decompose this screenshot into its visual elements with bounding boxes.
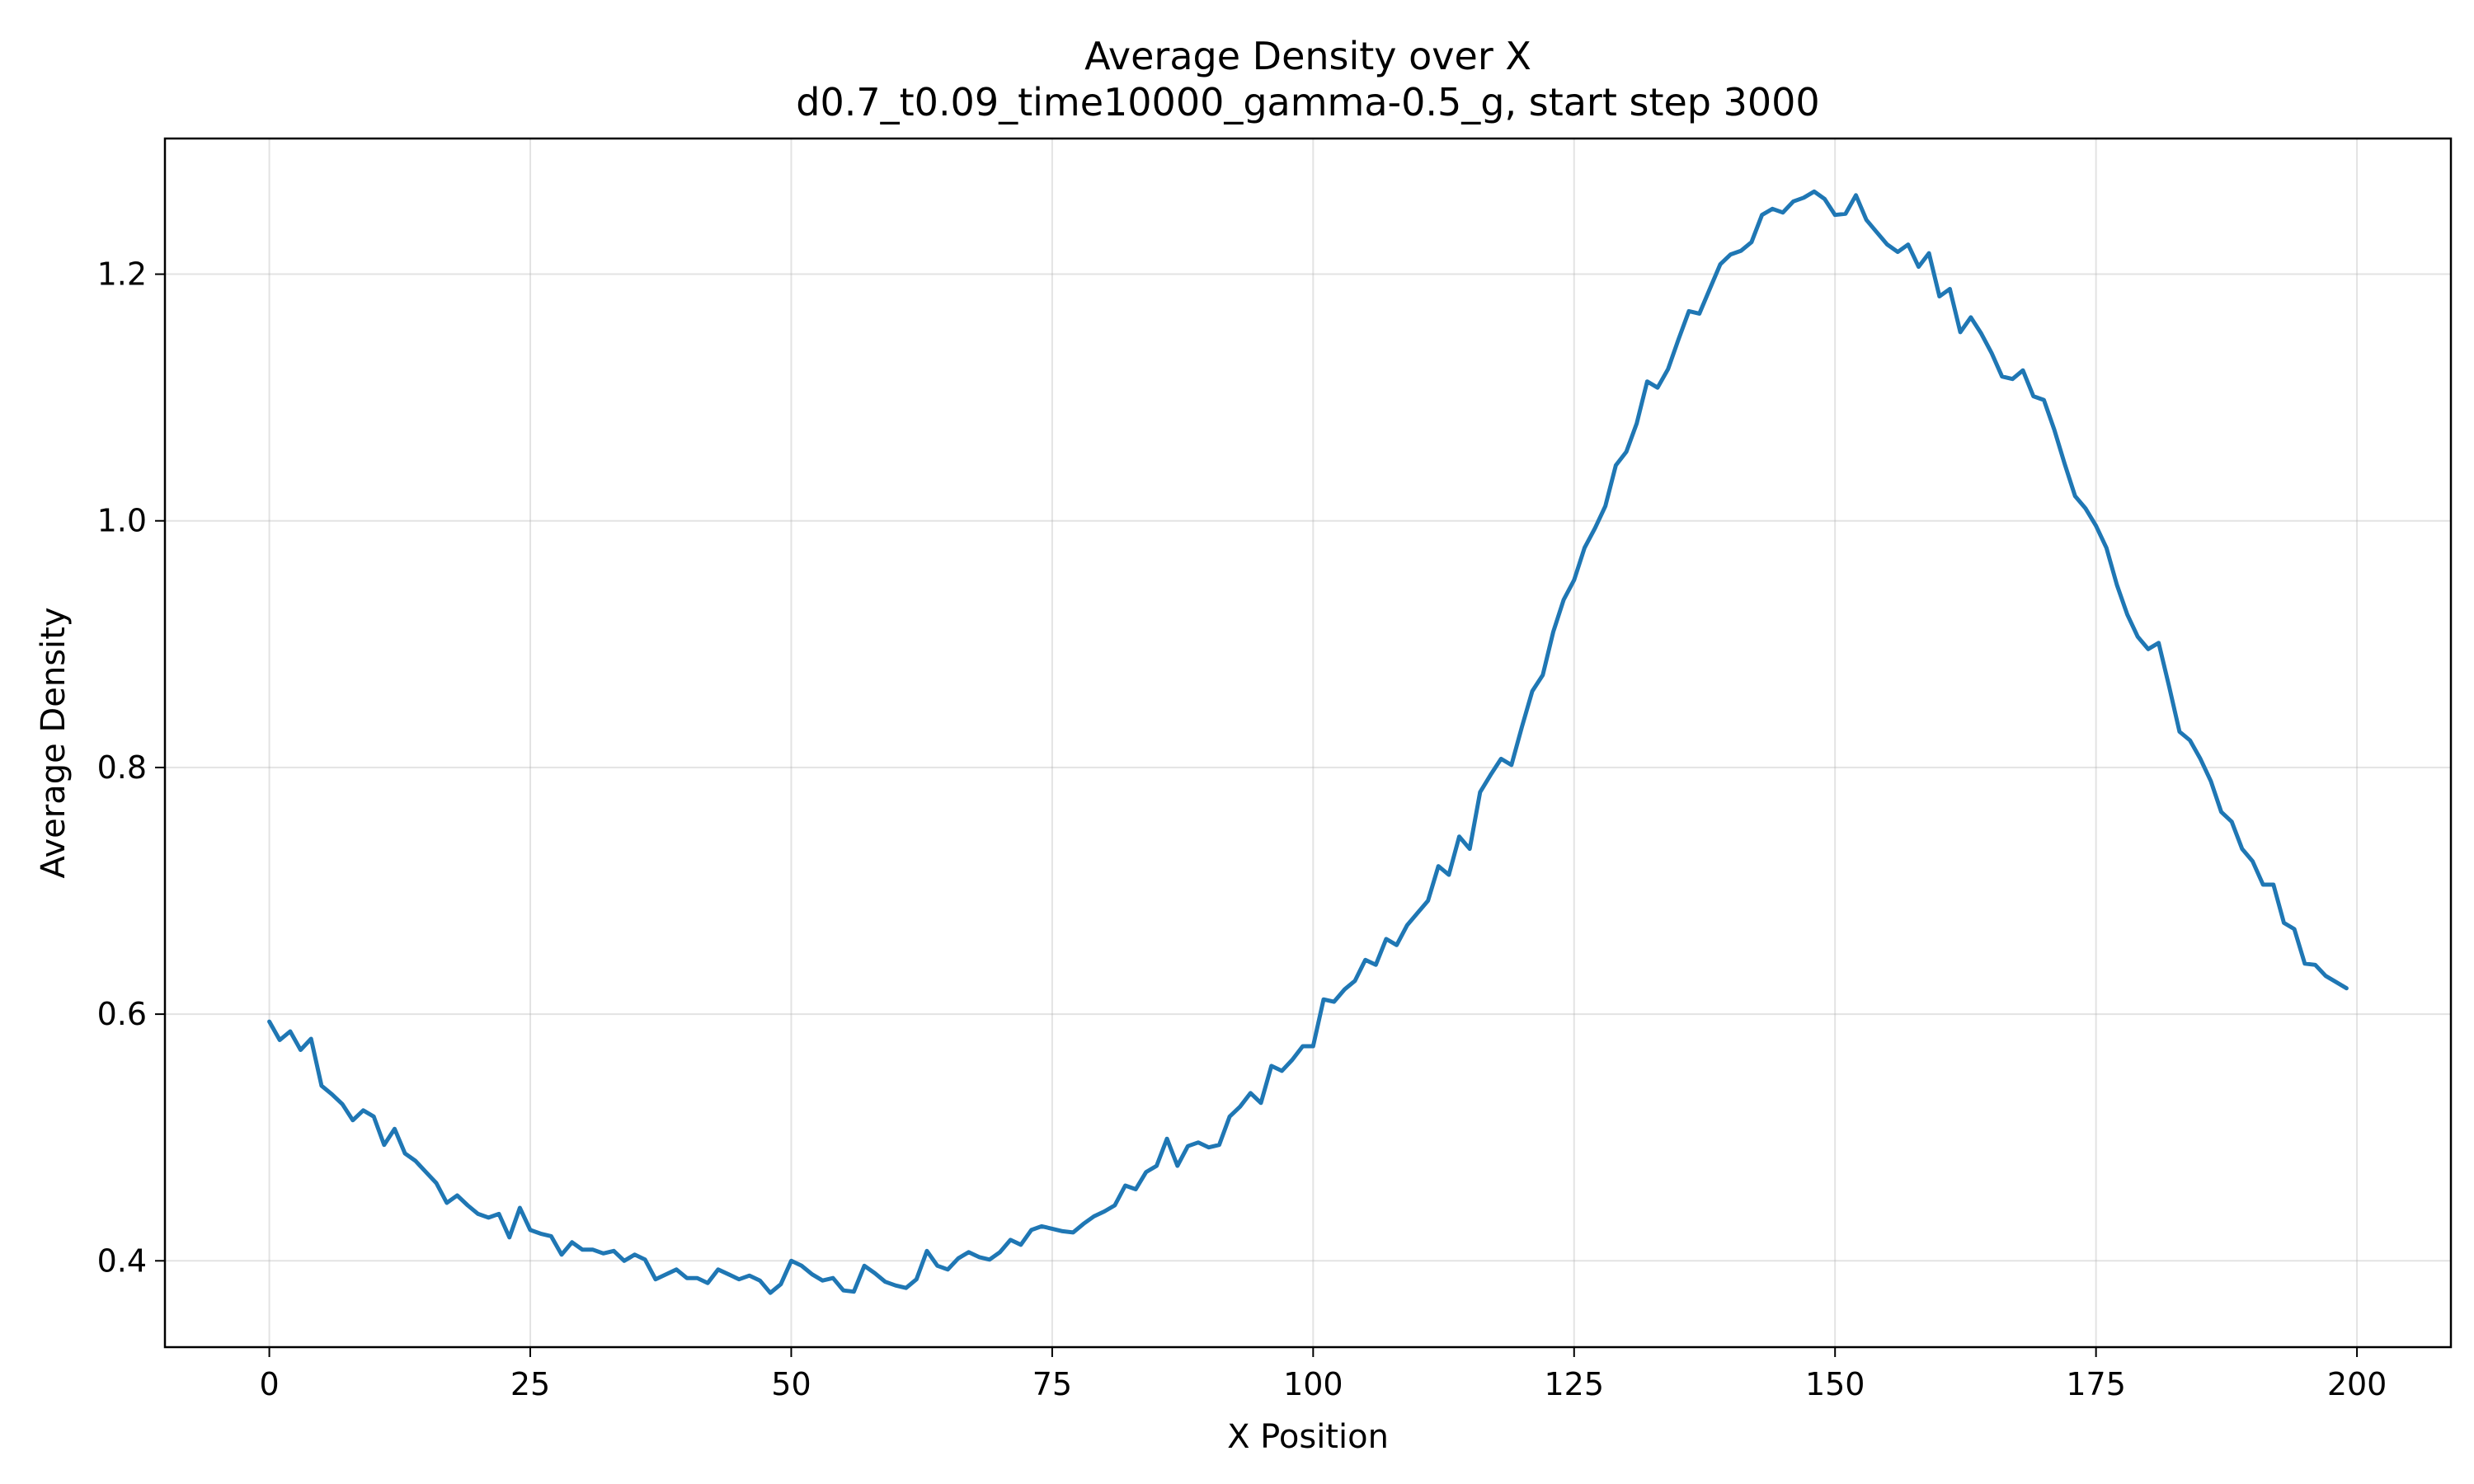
density-series-line (267, 189, 2349, 1295)
x-tick-label: 0 (259, 1366, 279, 1402)
chart-subtitle: d0.7_t0.09_time10000_gamma-0.5_g, start … (796, 80, 1819, 124)
axes: 0 25 50 75 100 125 150 175 200 0.4 0.6 0.8 1.0 1.2 (97, 256, 2387, 1402)
grid (165, 139, 2451, 1347)
x-tick-label: 125 (1545, 1366, 1605, 1402)
y-tick-label: 0.6 (97, 996, 147, 1032)
plot-area (267, 189, 2349, 1295)
x-tick-label: 150 (1805, 1366, 1865, 1402)
plot-frame (163, 137, 2453, 1349)
y-axis-label: Average Density (35, 607, 73, 878)
y-tick-label: 0.4 (97, 1242, 147, 1279)
x-tick-label: 175 (2066, 1366, 2126, 1402)
x-tick-label: 75 (1032, 1366, 1072, 1402)
x-tick-label: 50 (771, 1366, 811, 1402)
y-tick-label: 1.2 (97, 256, 147, 293)
y-tick-label: 1.0 (97, 503, 147, 539)
x-tick-label: 25 (510, 1366, 550, 1402)
y-tick-label: 0.8 (97, 749, 147, 786)
chart-title: Average Density over X (1084, 34, 1531, 78)
x-tick-label: 100 (1283, 1366, 1343, 1402)
x-axis-label: X Position (1227, 1418, 1389, 1456)
x-tick-label: 200 (2327, 1366, 2387, 1402)
